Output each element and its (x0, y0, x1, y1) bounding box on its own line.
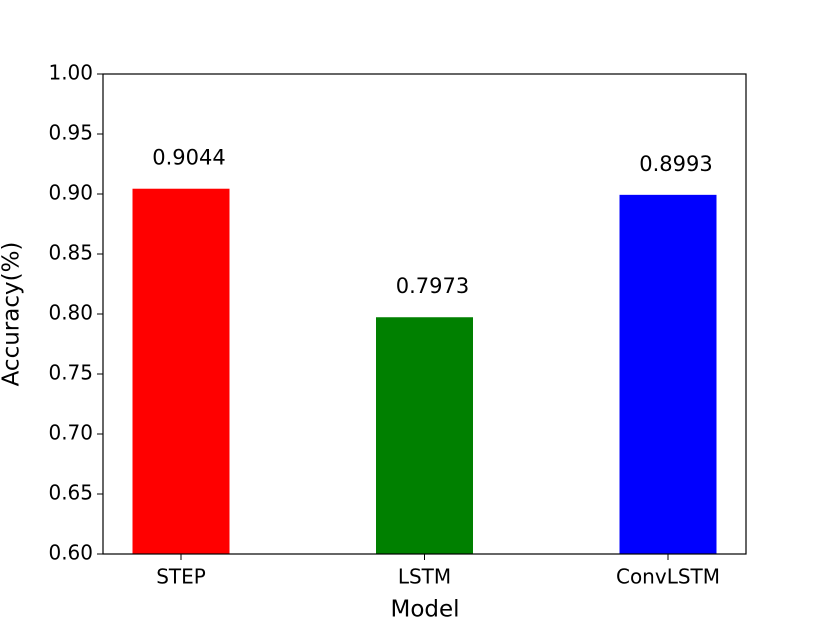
value-label: 0.7973 (396, 274, 469, 298)
y-tick-label: 0.85 (48, 241, 93, 265)
x-tick-label: LSTM (398, 565, 451, 589)
y-tick-label: 0.90 (48, 181, 93, 205)
y-tick-label: 0.70 (48, 421, 93, 445)
value-label: 0.9044 (152, 146, 225, 170)
bar (132, 188, 230, 554)
x-tick-label: ConvLSTM (616, 565, 720, 589)
bar (619, 194, 717, 554)
value-label: 0.8993 (639, 152, 712, 176)
y-tick-label: 0.75 (48, 361, 93, 385)
x-tick-label: STEP (156, 565, 206, 589)
y-tick-label: 0.80 (48, 301, 93, 325)
x-axis-label: Model (390, 597, 459, 623)
plot-frame (102, 73, 747, 555)
y-tick-label: 0.65 (48, 481, 93, 505)
y-tick-label: 0.60 (48, 541, 93, 565)
y-axis-label: Accuracy(%) (0, 242, 25, 387)
bar (376, 317, 473, 554)
y-tick-label: 0.95 (48, 121, 93, 145)
y-tick-label: 1.00 (48, 61, 93, 85)
